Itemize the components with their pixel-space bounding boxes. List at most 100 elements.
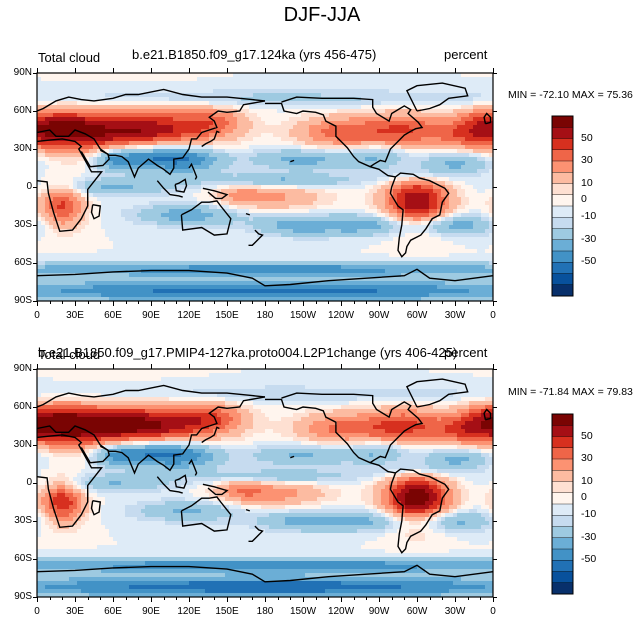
lon-tick-label: 120W (327, 606, 355, 617)
colorbar-swatch (551, 138, 574, 151)
lon-minor-tick (138, 301, 140, 304)
lon-tick-mark (227, 68, 228, 73)
lon-minor-tick (252, 301, 254, 304)
coastline (405, 82, 469, 112)
lat-tick-mark (493, 263, 497, 264)
lon-tick-label: 60W (406, 310, 428, 321)
panel1-minmax-text: MIN = -72.10 MAX = 75.36 (508, 89, 633, 101)
coastline (180, 200, 232, 236)
coastline (180, 496, 232, 532)
coastline (36, 434, 104, 529)
lon-tick-label: 150W (289, 310, 317, 321)
lon-tick-mark (75, 364, 76, 369)
lat-tick-mark (33, 407, 37, 408)
colorbar-label: -10 (581, 508, 597, 521)
colorbar-swatch (551, 127, 574, 140)
coastline (80, 149, 110, 168)
lon-minor-tick (125, 301, 127, 304)
colorbar-label: 0 (581, 193, 587, 206)
lon-minor-tick (417, 597, 418, 600)
lon-tick-label: 0 (34, 606, 40, 617)
lon-tick-mark (227, 364, 228, 369)
lon-tick-mark (303, 364, 304, 369)
lon-minor-tick (138, 597, 140, 600)
colorbar-swatch (551, 560, 574, 573)
lon-tick-label: 30E (66, 606, 84, 617)
colorbar-swatch (551, 115, 574, 128)
lon-minor-tick (113, 301, 114, 304)
panel1-map (36, 72, 494, 302)
colorbar-swatch (551, 205, 574, 218)
lon-tick-label: 150E (215, 310, 239, 321)
lat-tick-mark (33, 149, 37, 150)
colorbar-label: -50 (581, 255, 597, 268)
coastline (36, 100, 266, 179)
coastline (245, 508, 251, 512)
coastline (290, 159, 295, 163)
lat-tick-mark (33, 597, 37, 598)
lat-tick-mark (493, 73, 497, 74)
lon-minor-tick (290, 301, 292, 304)
coastline (265, 96, 424, 168)
lon-tick-mark (341, 364, 342, 369)
colorbar-swatch (551, 503, 574, 516)
lon-minor-tick (100, 301, 102, 304)
coastline (188, 162, 198, 180)
lat-tick-label: 30N (13, 143, 32, 154)
colorbar-frame (551, 115, 574, 297)
colorbar-swatch (551, 447, 574, 460)
lon-minor-tick (189, 301, 190, 304)
panel1-case-label: b.e21.B1850.f09_g17.124ka (yrs 456-475) (132, 47, 377, 62)
lon-minor-tick (493, 301, 494, 304)
lon-minor-tick (341, 301, 342, 304)
lon-minor-tick (201, 301, 203, 304)
coastline (201, 426, 220, 444)
lon-minor-tick (353, 301, 355, 304)
lon-minor-tick (480, 597, 482, 600)
lon-minor-tick (87, 301, 89, 304)
colorbar-swatch (551, 183, 574, 196)
coastline (201, 130, 220, 148)
lon-tick-label: 60W (406, 606, 428, 617)
lat-tick-label: 90S (14, 591, 32, 602)
coastline (290, 455, 295, 459)
lon-tick-mark (75, 68, 76, 73)
coastline (36, 396, 266, 475)
colorbar-swatch (551, 537, 574, 550)
panel1-colorbar (551, 115, 574, 297)
coastline (36, 384, 266, 408)
lon-minor-tick (37, 301, 38, 304)
coastline (156, 476, 183, 494)
colorbar-swatch (551, 571, 574, 584)
coastline (248, 229, 264, 247)
colorbar-label: -30 (581, 232, 597, 245)
lon-minor-tick (75, 301, 76, 304)
lon-minor-tick (391, 597, 393, 600)
panel2-map (36, 368, 494, 598)
colorbar-label: 50 (581, 131, 593, 144)
lat-tick-mark (493, 149, 497, 150)
colorbar-swatch (551, 413, 574, 426)
lon-tick-label: 90W (368, 606, 390, 617)
lon-tick-mark (379, 364, 380, 369)
lon-minor-tick (163, 597, 165, 600)
colorbar-swatch (551, 526, 574, 539)
lat-tick-label: 30S (14, 219, 32, 230)
lon-tick-mark (455, 364, 456, 369)
lon-tick-label: 30W (444, 310, 466, 321)
colorbar-label: -50 (581, 553, 597, 566)
colorbar-label: 30 (581, 154, 593, 166)
lon-minor-tick (62, 301, 64, 304)
lat-tick-mark (33, 73, 37, 74)
lon-minor-tick (290, 597, 292, 600)
coastline (156, 180, 183, 198)
panel2-colorbar (551, 413, 574, 595)
colorbar-swatch (551, 149, 574, 162)
colorbar-swatch (551, 217, 574, 230)
figure-title: DJF-JJA (283, 4, 361, 26)
colorbar-label: 10 (581, 176, 593, 189)
lat-tick-label: 90S (14, 295, 32, 306)
lon-minor-tick (328, 301, 330, 304)
lat-tick-label: 60N (13, 401, 32, 412)
lon-minor-tick (265, 597, 266, 600)
